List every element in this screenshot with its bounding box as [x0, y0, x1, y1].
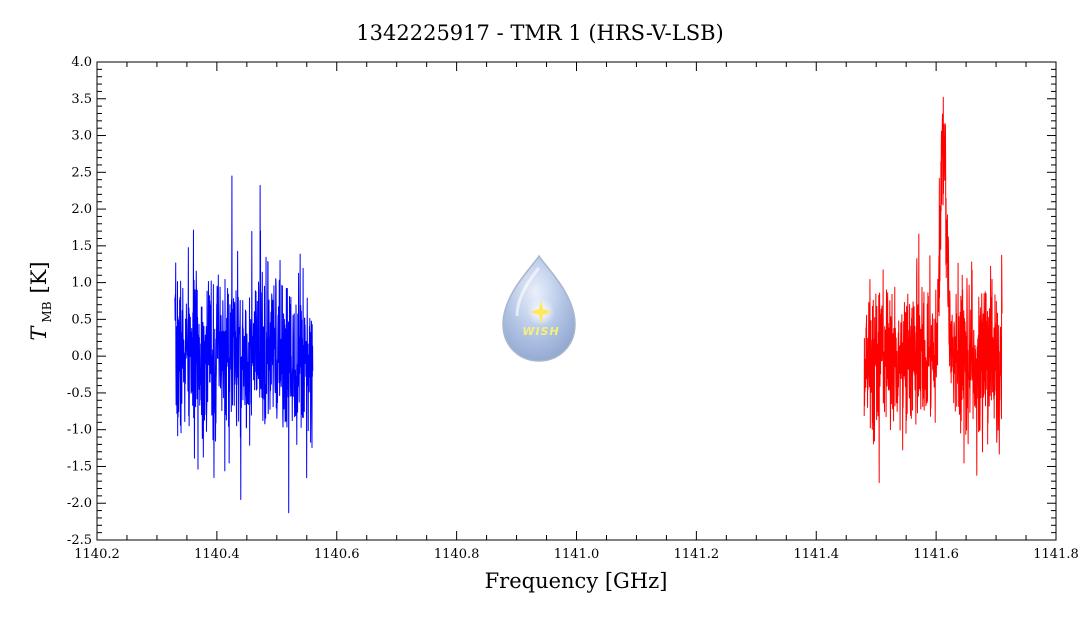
y-tick-label: 1.0 — [71, 276, 92, 291]
x-tick-label: 1141.6 — [913, 547, 959, 562]
y-tick-label: 0.0 — [71, 349, 92, 364]
series-line-2 — [863, 96, 1003, 484]
x-tick-label: 1141.2 — [674, 547, 720, 562]
logo-text: WISH — [522, 325, 559, 338]
y-tick-label: -2.0 — [67, 496, 92, 511]
x-tick-label: 1141.0 — [554, 547, 600, 562]
y-tick-label: -1.5 — [67, 459, 92, 474]
y-axis-label: T MB [K] — [27, 261, 55, 340]
y-axis-label-subscript: MB — [40, 301, 54, 322]
svg-text:T MB [K]: T MB [K] — [27, 261, 55, 340]
series-line-1 — [174, 175, 314, 514]
chart-title: 1342225917 - TMR 1 (HRS-V-LSB) — [356, 21, 723, 45]
y-tick-label: -0.5 — [67, 386, 92, 401]
x-tick-label: 1141.4 — [794, 547, 840, 562]
y-tick-label: 2.5 — [71, 165, 92, 180]
x-tick-label: 1140.2 — [74, 547, 120, 562]
y-tick-labels: -2.5 -2.0 -1.5 -1.0 -0.5 0.0 0.5 1.0 1.5 2.0 2.5 3.… — [67, 55, 92, 548]
y-tick-label: -2.5 — [67, 533, 92, 548]
y-tick-label: 2.0 — [71, 202, 92, 217]
x-tick-label: 1140.6 — [314, 547, 360, 562]
x-tick-label: 1140.4 — [194, 547, 240, 562]
y-tick-label: 3.0 — [71, 129, 92, 144]
y-tick-label: -1.0 — [67, 423, 92, 438]
y-tick-label: 1.5 — [71, 239, 92, 254]
x-tick-label: 1141.8 — [1033, 547, 1079, 562]
wish-logo: WISH — [502, 254, 576, 362]
y-axis-label-unit: [K] — [27, 261, 51, 293]
y-tick-label: 0.5 — [71, 312, 92, 327]
series-layer — [174, 96, 1003, 514]
axis-ticks — [96, 61, 1057, 541]
star-icon — [530, 300, 552, 324]
x-tick-label: 1140.8 — [434, 547, 480, 562]
x-axis-label: Frequency [GHz] — [485, 569, 668, 593]
x-tick-labels: 1140.2 1140.4 1140.6 1140.8 1141.0 1141.2 1141… — [74, 547, 1079, 562]
y-tick-label: 3.5 — [71, 92, 92, 107]
y-axis-label-main: T — [27, 325, 51, 341]
y-tick-label: 4.0 — [71, 55, 92, 70]
